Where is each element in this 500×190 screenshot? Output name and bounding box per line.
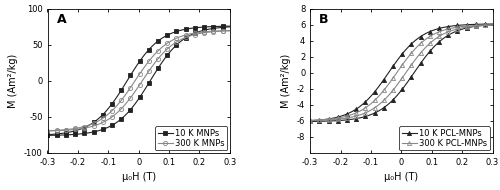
300 K PCL-MNPs (416, 44, 422, 46)
10 K MNPs (138, 58, 144, 60)
10 K PCL-MNPs (342, 114, 348, 116)
300 K PCL-MNPs (342, 115, 348, 118)
Line: 300 K MNPs: 300 K MNPs (46, 28, 232, 133)
10 K PCL-MNPs (307, 120, 313, 122)
10 K MNPs (212, 25, 218, 28)
Legend: 10 K PCL-MNPs, 300 K PCL-MNPs: 10 K PCL-MNPs, 300 K PCL-MNPs (400, 126, 490, 150)
300 K PCL-MNPs (475, 24, 481, 27)
10 K MNPs (87, 124, 93, 126)
300 K MNPs (218, 30, 224, 32)
10 K PCL-MNPs (401, 51, 407, 53)
300 K MNPs (227, 29, 233, 32)
300 K MNPs (212, 30, 218, 32)
10 K MNPs (218, 25, 224, 27)
300 K PCL-MNPs (350, 113, 356, 116)
10 K MNPs (44, 134, 51, 136)
Line: 10 K MNPs: 10 K MNPs (46, 24, 232, 137)
10 K MNPs (227, 25, 233, 27)
X-axis label: μ₀H (T): μ₀H (T) (122, 172, 156, 182)
Text: A: A (56, 13, 66, 26)
Line: 10 K PCL-MNPs: 10 K PCL-MNPs (308, 22, 494, 123)
300 K MNPs (87, 124, 93, 126)
300 K PCL-MNPs (401, 61, 407, 64)
Y-axis label: M (Am²/kg): M (Am²/kg) (282, 54, 292, 108)
10 K MNPs (153, 41, 159, 44)
10 K PCL-MNPs (490, 23, 496, 25)
300 K PCL-MNPs (307, 119, 313, 121)
300 K MNPs (153, 51, 159, 54)
Y-axis label: M (Am²/kg): M (Am²/kg) (8, 54, 18, 108)
300 K MNPs (138, 70, 144, 72)
X-axis label: μ₀H (T): μ₀H (T) (384, 172, 418, 182)
300 K MNPs (80, 126, 86, 128)
10 K PCL-MNPs (480, 23, 486, 25)
10 K PCL-MNPs (416, 37, 422, 39)
Text: B: B (319, 13, 328, 26)
10 K MNPs (80, 127, 86, 129)
300 K MNPs (44, 130, 51, 132)
Legend: 10 K MNPs, 300 K MNPs: 10 K MNPs, 300 K MNPs (156, 126, 228, 150)
Line: 300 K PCL-MNPs: 300 K PCL-MNPs (308, 23, 494, 122)
10 K PCL-MNPs (475, 23, 481, 25)
10 K PCL-MNPs (350, 110, 356, 112)
300 K PCL-MNPs (490, 24, 496, 26)
300 K PCL-MNPs (480, 24, 486, 26)
